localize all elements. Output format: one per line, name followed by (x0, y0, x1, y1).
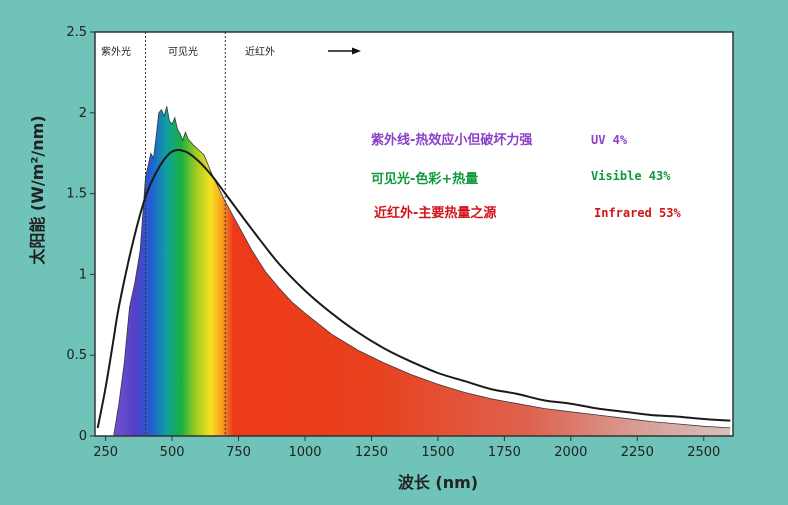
region-label-uv: 紫外光 (101, 45, 131, 58)
legend-background (364, 124, 698, 226)
y-tick-label: 2.5 (66, 25, 87, 40)
legend-visible-text: 可见光-色彩+热量 (371, 171, 478, 187)
spectrum-layer (113, 106, 731, 437)
x-axis-title: 波长 (nm) (398, 473, 478, 492)
x-tick-label: 2250 (621, 445, 654, 460)
region-labels: 紫外光 可见光 近红外 (101, 45, 361, 58)
legend-uv-text: 紫外线-热效应小但破坏力强 (371, 132, 532, 148)
arrow-right-icon (328, 47, 361, 55)
x-tick-label: 2500 (687, 445, 720, 460)
x-tick-label: 1500 (421, 445, 454, 460)
region-label-visible: 可见光 (168, 45, 198, 58)
x-tick-label: 250 (93, 445, 118, 460)
blackbody-curve-line (96, 148, 731, 429)
y-tick-label: 1.5 (66, 187, 87, 202)
legend-box: 紫外线-热效应小但破坏力强 UV 4% 可见光-色彩+热量 Visible 43… (364, 124, 698, 226)
x-tick-label: 750 (226, 445, 251, 460)
y-tick-label: 0 (79, 429, 87, 444)
y-tick-label: 0.5 (66, 348, 87, 363)
legend-uv-value: UV 4% (591, 133, 628, 147)
legend-visible-value: Visible 43% (591, 169, 671, 183)
curve-layer (96, 148, 731, 429)
legend-infrared-text: 近红外-主要热量之源 (374, 205, 496, 221)
x-tick-label: 2000 (554, 445, 587, 460)
plot-frame (94, 31, 734, 437)
measured-spectrum-outline (113, 106, 731, 437)
y-tick-label: 2 (79, 106, 87, 121)
x-tick-label: 1250 (355, 445, 388, 460)
x-tick-label: 1750 (488, 445, 521, 460)
measured-spectrum-area (113, 106, 731, 437)
region-label-nir: 近红外 (245, 45, 275, 58)
y-tick-label: 1 (79, 267, 87, 282)
x-tick-label: 1000 (288, 445, 321, 460)
axis-layer: 250 500 750 1000 1250 1500 1750 2000 2250 2500 0 0.… (66, 25, 720, 460)
y-axis-title: 太阳能 (W/m²/nm) (28, 115, 47, 265)
legend-infrared-value: Infrared 53% (594, 206, 681, 220)
x-tick-label: 500 (160, 445, 185, 460)
region-boundaries (145, 32, 226, 436)
